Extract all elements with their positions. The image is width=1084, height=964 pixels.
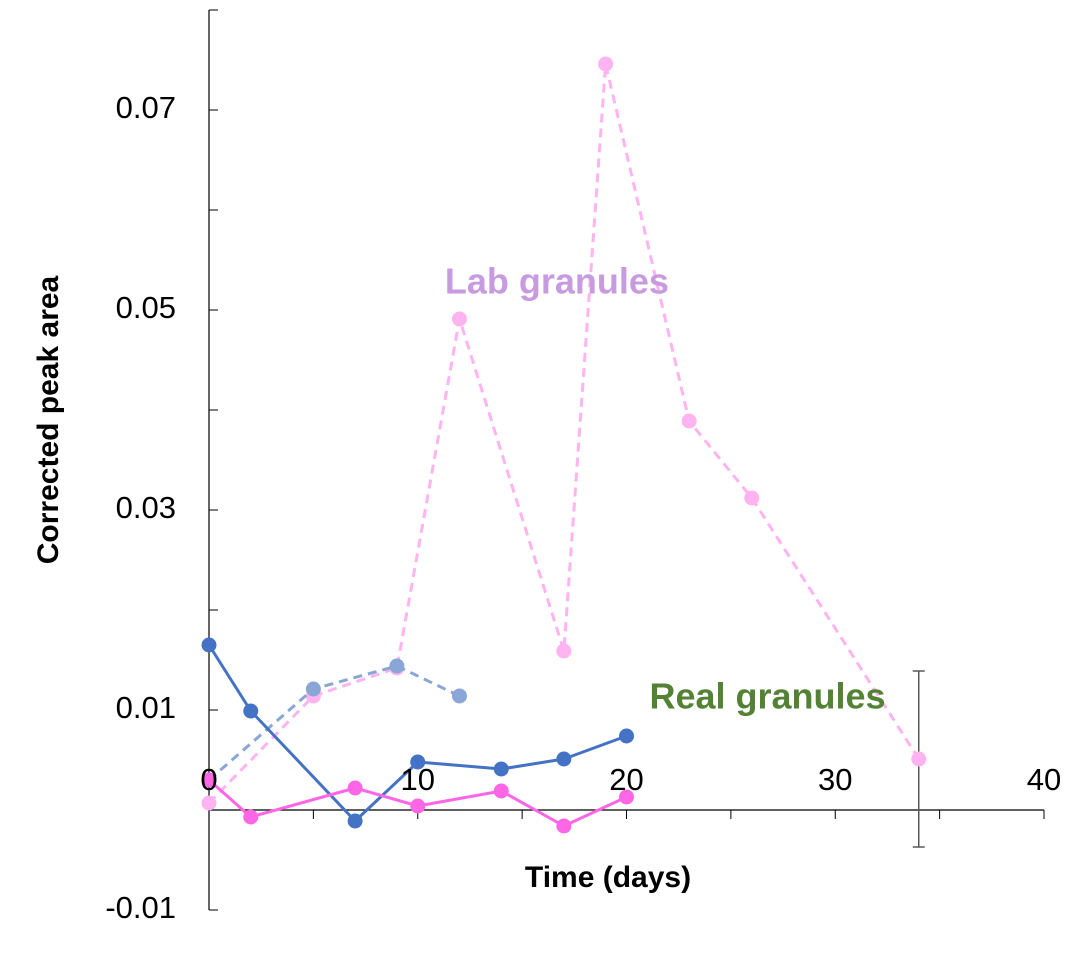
y-tick-label: 0.01	[116, 690, 176, 725]
data-point	[911, 751, 927, 767]
data-point	[410, 798, 426, 814]
data-point	[305, 681, 321, 697]
y-axis-title: Corrected peak area	[32, 275, 65, 564]
x-axis-title: Time (days)	[525, 861, 691, 894]
data-point	[556, 751, 572, 767]
y-tick-label: 0.05	[116, 290, 176, 325]
series-layer	[201, 56, 927, 834]
annotation-label: Real granules	[649, 676, 885, 717]
x-tick-label: 20	[609, 762, 643, 797]
data-point	[347, 813, 363, 829]
data-point	[201, 772, 217, 788]
data-point	[452, 311, 467, 327]
series-3	[201, 637, 634, 829]
data-point	[681, 413, 697, 429]
tick-labels: -0.01 0.01 0.03 0.05 0.07 0 10 20 30 40	[105, 90, 1061, 925]
data-point	[598, 56, 614, 72]
series-line	[208, 664, 461, 782]
data-point	[619, 789, 634, 805]
x-tick-label: 10	[401, 762, 435, 797]
y-tick-label: -0.01	[105, 890, 176, 925]
data-point	[410, 754, 426, 770]
data-point	[389, 658, 405, 674]
data-point	[556, 818, 572, 834]
data-point	[493, 761, 509, 777]
data-point	[201, 637, 217, 653]
y-tick-label: 0.07	[116, 90, 176, 125]
x-tick-label: 40	[1027, 762, 1061, 797]
ticks	[208, 9, 1045, 911]
data-point	[619, 728, 634, 744]
data-point	[347, 780, 363, 796]
annotation-label: Lab granules	[445, 261, 669, 302]
annotations: Lab granules Real granules	[445, 261, 886, 717]
data-point	[201, 795, 217, 811]
data-point	[452, 688, 467, 704]
y-tick-label: 0.03	[116, 490, 176, 525]
data-point	[243, 703, 259, 719]
x-tick-label: 0	[200, 762, 217, 797]
data-point	[744, 490, 760, 506]
data-point	[556, 643, 572, 659]
data-point	[493, 783, 509, 799]
series-4	[201, 772, 634, 834]
data-point	[243, 809, 259, 825]
x-tick-label: 30	[818, 762, 852, 797]
